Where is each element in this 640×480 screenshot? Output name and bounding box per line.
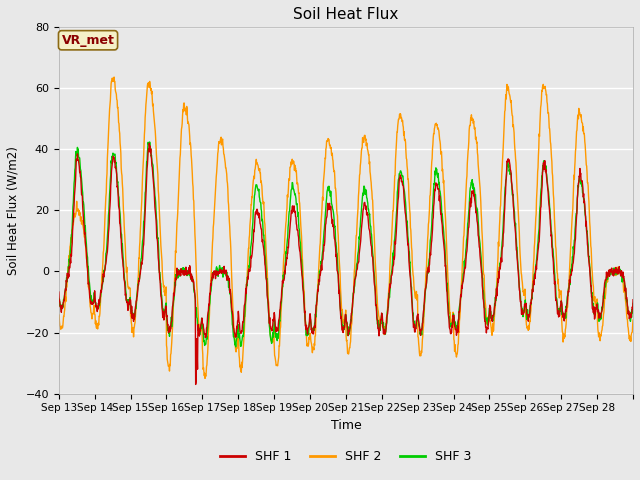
X-axis label: Time: Time	[330, 419, 361, 432]
Legend: SHF 1, SHF 2, SHF 3: SHF 1, SHF 2, SHF 3	[215, 445, 477, 468]
Title: Soil Heat Flux: Soil Heat Flux	[293, 7, 399, 22]
Text: VR_met: VR_met	[61, 34, 115, 47]
Y-axis label: Soil Heat Flux (W/m2): Soil Heat Flux (W/m2)	[7, 146, 20, 275]
